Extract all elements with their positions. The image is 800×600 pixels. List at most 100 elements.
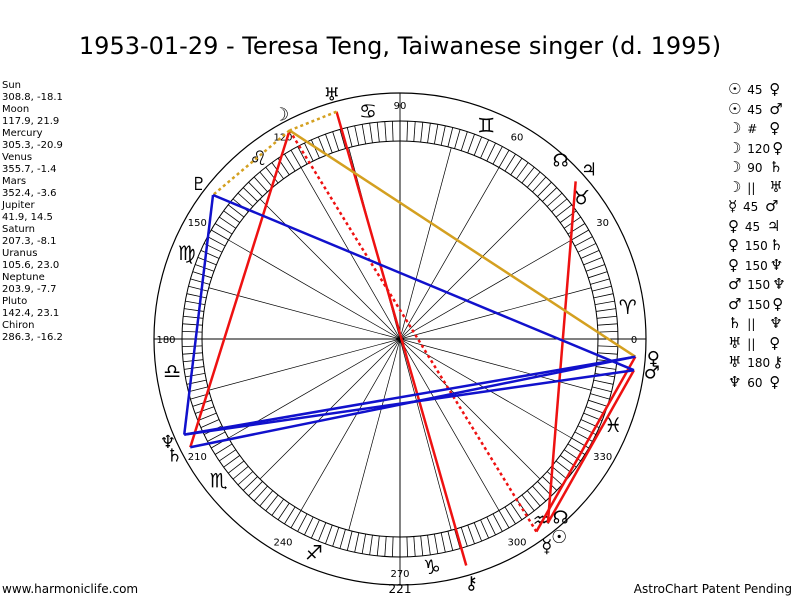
degree-tick — [596, 315, 617, 319]
degree-tick — [207, 431, 226, 442]
planet-name-saturn: Saturn — [2, 224, 36, 235]
aspect-planet-1-icon: ☽ — [728, 119, 742, 137]
site-link[interactable]: www.harmoniclife.com — [2, 582, 139, 596]
degree-tick — [440, 125, 446, 146]
degree-tick — [542, 476, 558, 491]
degree-tick — [227, 460, 245, 474]
degree-tick — [259, 490, 274, 507]
planet-name-mercury: Mercury — [2, 128, 43, 139]
aspect-type: 150 — [747, 297, 771, 312]
aspect-planet-1-icon: ☽ — [728, 138, 742, 157]
aspect-type: 45 — [743, 200, 759, 214]
degree-tick — [427, 535, 431, 555]
degree-tick — [223, 210, 241, 223]
aspect-row: ♂ 150 ♀ — [728, 295, 800, 315]
degree-tick — [510, 158, 523, 176]
degree-tick — [232, 465, 249, 480]
aspect-type: || — [747, 180, 756, 195]
degree-tick — [317, 522, 327, 542]
planet-coords-pluto: 142.4, 23.1 — [2, 308, 60, 319]
degree-tick — [248, 481, 263, 497]
degree-tick — [253, 485, 268, 502]
aspect-type: 45 — [747, 102, 763, 117]
degree-tick — [325, 524, 333, 544]
zodiac-sign-icon: ♈ — [619, 295, 637, 319]
degree-tick — [427, 123, 431, 143]
degree-tick — [433, 124, 439, 145]
degree-tick — [192, 271, 212, 279]
degree-tick — [593, 293, 614, 299]
aspect-line — [289, 110, 337, 132]
degree-tick — [185, 300, 206, 306]
degree-tick — [492, 513, 503, 532]
aspect-planet-2-icon: ♀ — [769, 372, 781, 391]
degree-tick — [504, 153, 516, 172]
degree-tick — [532, 485, 547, 502]
planet-name-chiron: Chiron — [2, 320, 35, 331]
aspect-line — [184, 355, 636, 436]
degree-tick — [332, 527, 340, 547]
degree-label: 150 — [188, 218, 207, 229]
planet-coords-venus: 355.7, -1.4 — [2, 164, 57, 175]
degree-label: 0 — [631, 335, 637, 346]
zodiac-sign-icon: ♑ — [423, 555, 441, 579]
degree-tick — [447, 127, 454, 147]
patent-notice: AstroChart Patent Pending — [633, 582, 792, 596]
zodiac-sign-icon: ♎ — [163, 359, 181, 383]
degree-tick — [200, 249, 220, 259]
planet-coords-saturn: 207.3, -8.1 — [2, 236, 57, 247]
planet-name-uranus: Uranus — [2, 248, 38, 259]
aspect-planet-2-icon: ♂ — [769, 99, 783, 118]
aspect-row: ♀ 150 ♄ — [728, 236, 800, 256]
venus-icon: ♀ — [647, 348, 660, 369]
planet-coords-uranus: 105.6, 23.0 — [2, 260, 60, 271]
aspect-row: ♄ || ♆ — [728, 314, 800, 334]
aspect-row: ♆ 60 ♀ — [728, 373, 800, 393]
zodiac-sign-icon: ♋ — [359, 99, 377, 123]
degree-tick — [265, 166, 279, 184]
degree-tick — [516, 498, 529, 516]
degree-tick — [188, 386, 208, 393]
degree-label: 30 — [596, 218, 609, 229]
degree-label: 120 — [273, 132, 292, 143]
aspect-planet-1-icon: ♂ — [728, 294, 742, 313]
degree-tick — [473, 136, 483, 156]
degree-tick — [188, 285, 208, 292]
aspect-row: ☉ 45 ♂ — [728, 100, 800, 120]
pluto-icon: ♇ — [191, 174, 207, 195]
chart-title: 1953-01-29 - Teresa Teng, Taiwanese sing… — [78, 32, 722, 60]
degree-tick — [182, 330, 203, 333]
degree-tick — [413, 121, 416, 142]
aspect-type: 180 — [747, 356, 771, 370]
aspect-planet-1-icon: ☽ — [728, 158, 742, 176]
degree-tick — [596, 308, 616, 312]
aspect-row: ♂ 150 ♆ — [728, 275, 800, 295]
degree-tick — [597, 330, 618, 333]
degree-label: 240 — [273, 538, 292, 549]
aspect-planet-1-icon: ♅ — [728, 333, 742, 352]
degree-tick — [492, 146, 503, 165]
degree-tick — [504, 506, 516, 525]
degree-tick — [526, 490, 541, 507]
degree-tick — [420, 535, 424, 556]
degree-tick — [585, 406, 605, 414]
degree-tick — [190, 278, 210, 285]
degree-label: 330 — [593, 452, 612, 463]
degree-tick — [590, 278, 610, 285]
degree-tick — [354, 532, 360, 553]
degree-tick — [186, 293, 207, 299]
degree-tick — [498, 150, 510, 168]
degree-tick — [546, 192, 563, 207]
aspect-planet-2-icon: ♀ — [772, 294, 784, 313]
aspect-line — [288, 129, 538, 533]
sun-icon: ☉ — [551, 527, 567, 548]
aspect-planet-2-icon: ♃ — [766, 216, 781, 235]
degree-tick — [420, 122, 424, 143]
aspect-row: ☽ 120 ♀ — [728, 139, 800, 159]
degree-tick — [551, 465, 568, 480]
aspect-row: ☉ 45 ♀ — [728, 80, 800, 100]
node-icon: ☊ — [553, 151, 569, 172]
degree-tick — [486, 516, 496, 536]
aspect-planet-2-icon: ♆ — [769, 255, 784, 274]
aspect-planet-1-icon: ♂ — [728, 275, 742, 293]
